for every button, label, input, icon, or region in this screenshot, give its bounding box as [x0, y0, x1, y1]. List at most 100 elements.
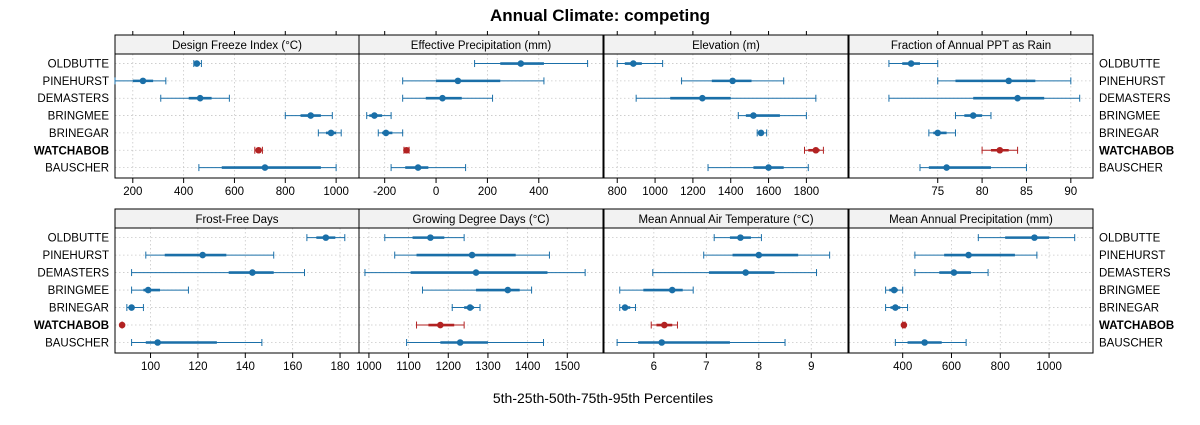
median-point: [892, 304, 899, 311]
x-tick-label: 1000: [1036, 361, 1062, 373]
percentile-mark-brinegar: [317, 129, 342, 137]
panel-border: [358, 227, 604, 354]
panel-title: Fraction of Annual PPT as Rain: [891, 40, 1051, 52]
median-point: [199, 251, 206, 259]
median-point: [969, 112, 977, 119]
percentile-mark-pinehurst: [394, 251, 550, 259]
percentile-mark-pinehurst: [402, 77, 545, 85]
site-label-left-demasters: DEMASTERS: [37, 93, 109, 105]
percentile-mark-watchabob: [803, 146, 824, 154]
median-point: [658, 339, 666, 346]
percentile-mark-watchabob: [254, 146, 263, 154]
panel-border: [358, 53, 604, 179]
median-point: [322, 234, 330, 241]
site-label-right-pinehurst: PINEHURST: [1099, 76, 1165, 88]
median-point: [456, 339, 464, 346]
median-point: [750, 112, 757, 119]
median-point: [921, 339, 928, 346]
x-tick-label: 90: [1064, 186, 1077, 198]
site-label-left-oldbutte: OLDBUTTE: [48, 59, 110, 71]
median-point: [812, 146, 820, 154]
percentile-mark-oldbutte: [474, 60, 589, 68]
median-point: [154, 339, 161, 346]
panel-mean-annual-precipitation-mm: Mean Annual Precipitation (mm) 400 600 800 1…: [848, 208, 1094, 373]
site-label-right-oldbutte: OLDBUTTE: [1099, 59, 1161, 71]
median-point: [729, 77, 736, 85]
percentile-mark-bauscher: [131, 339, 263, 347]
x-tick-label: 75: [931, 186, 944, 198]
median-point: [1031, 234, 1038, 241]
percentile-mark-brinegar: [377, 129, 404, 137]
median-point: [996, 146, 1004, 154]
site-label-left-brinegar: BRINEGAR: [49, 303, 109, 315]
percentile-mark-brinegar: [619, 304, 636, 312]
percentile-mark-bringmee: [619, 286, 694, 294]
percentile-mark-oldbutte: [713, 234, 762, 242]
x-tick-label: 600: [942, 361, 961, 373]
median-point: [196, 94, 204, 102]
percentile-mark-demasters: [888, 94, 1081, 102]
median-point: [128, 304, 135, 311]
percentile-mark-watchabob: [118, 321, 126, 329]
panel-title: Elevation (m): [692, 40, 760, 52]
percentile-mark-bringmee: [737, 112, 807, 120]
panel-border: [603, 227, 849, 354]
panel-title: Growing Degree Days (°C): [413, 214, 550, 226]
median-point: [661, 321, 668, 329]
median-point: [1005, 77, 1013, 85]
x-tick-label: 400: [529, 186, 548, 198]
median-point: [249, 269, 256, 276]
percentile-mark-bringmee: [366, 112, 392, 120]
x-tick-label: 1000: [323, 186, 349, 198]
median-point: [621, 304, 629, 311]
median-point: [144, 286, 152, 294]
median-point: [900, 321, 908, 329]
median-point: [517, 60, 525, 67]
percentile-mark-brinegar: [756, 129, 768, 137]
x-tick-label: 1400: [515, 361, 541, 373]
percentile-mark-bauscher: [707, 164, 809, 172]
panel-effective-precipitation-mm: Effective Precipitation (mm) -200 0 200 400: [358, 31, 604, 198]
median-point: [757, 129, 765, 137]
panel-mean-annual-air-temperature-c: Mean Annual Air Temperature (°C) 6 7 8 9: [603, 208, 849, 373]
percentile-mark-demasters: [131, 269, 306, 277]
x-tick-label: 1000: [356, 361, 382, 373]
site-label-right-bauscher: BAUSCHER: [1099, 163, 1163, 175]
site-label-left-demasters: DEMASTERS: [37, 268, 109, 280]
site-label-left-pinehurst: PINEHURST: [43, 76, 109, 88]
panel-border: [848, 227, 1094, 354]
median-point: [742, 269, 749, 276]
median-point: [371, 112, 378, 119]
x-tick-label: 200: [123, 186, 142, 198]
median-point: [890, 286, 898, 294]
x-tick-label: 1000: [642, 186, 668, 198]
x-tick-label: 160: [283, 361, 302, 373]
percentile-mark-oldbutte: [616, 60, 664, 68]
percentile-mark-demasters: [652, 269, 818, 277]
panel-growing-degree-days-c: Growing Degree Days (°C) 1000 1100 1200 1300…: [356, 208, 604, 373]
x-tick-label: 180: [330, 361, 349, 373]
x-tick-label: 1200: [680, 186, 706, 198]
site-label-right-brinegar: BRINEGAR: [1099, 303, 1159, 315]
percentile-mark-bringmee: [131, 286, 189, 294]
percentile-mark-pinehurst: [914, 251, 1038, 259]
site-label-right-bauscher: BAUSCHER: [1099, 338, 1163, 350]
percentile-mark-bauscher: [390, 164, 467, 172]
panel-title: Mean Annual Precipitation (mm): [889, 214, 1053, 226]
median-point: [943, 164, 950, 171]
percentile-mark-brinegar: [885, 304, 909, 312]
percentile-mark-pinehurst: [145, 251, 275, 259]
x-tick-label: 9: [808, 361, 814, 373]
site-label-left-pinehurst: PINEHURST: [43, 250, 109, 262]
percentile-mark-bauscher: [198, 164, 337, 172]
panel-title: Mean Annual Air Temperature (°C): [638, 214, 813, 226]
panel-fraction-of-annual-ppt-as-rain: Fraction of Annual PPT as Rain 75 80 85 90: [848, 31, 1094, 198]
site-label-right-brinegar: BRINEGAR: [1099, 128, 1159, 140]
percentile-mark-bringmee: [284, 112, 333, 120]
x-tick-label: 800: [991, 361, 1010, 373]
median-point: [765, 164, 772, 171]
percentile-mark-watchabob: [900, 321, 908, 329]
median-point: [466, 304, 474, 311]
median-point: [737, 234, 744, 241]
